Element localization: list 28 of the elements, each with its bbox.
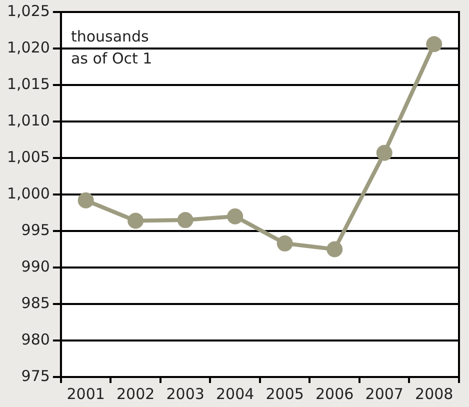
y-tick-label: 1,010	[6, 111, 50, 130]
y-tick-label: 975	[21, 366, 50, 385]
y-tick-label: 1,015	[6, 74, 50, 93]
y-tick-label: 1,005	[6, 148, 50, 166]
point	[177, 212, 194, 228]
point	[326, 241, 343, 258]
y-tick-label: 980	[21, 330, 50, 348]
point	[376, 144, 392, 161]
point	[276, 235, 293, 252]
x-tick-label: 2005	[266, 384, 304, 403]
point	[128, 212, 144, 229]
point	[426, 36, 442, 52]
y-tick-label: 985	[21, 294, 50, 312]
y-tick-label: 990	[21, 257, 50, 276]
x-tick-label: 2002	[116, 384, 155, 403]
x-tick-label: 2006	[316, 384, 354, 403]
point	[78, 192, 94, 208]
y-tick-label: 995	[21, 220, 50, 239]
x-tick-label: 2001	[66, 384, 105, 403]
y-tick-label: 1,025	[6, 2, 50, 20]
x-tick-label: 2007	[365, 384, 404, 403]
x-tick-label: 2004	[216, 384, 254, 403]
y-tick-label: 1,020	[6, 38, 50, 56]
x-tick-label: 2008	[415, 384, 454, 403]
x-tick-label: 2003	[166, 384, 204, 403]
point	[227, 208, 244, 224]
annotation: thousands as of Oct 1	[70, 27, 152, 68]
y-tick-label: 1,000	[6, 184, 50, 202]
